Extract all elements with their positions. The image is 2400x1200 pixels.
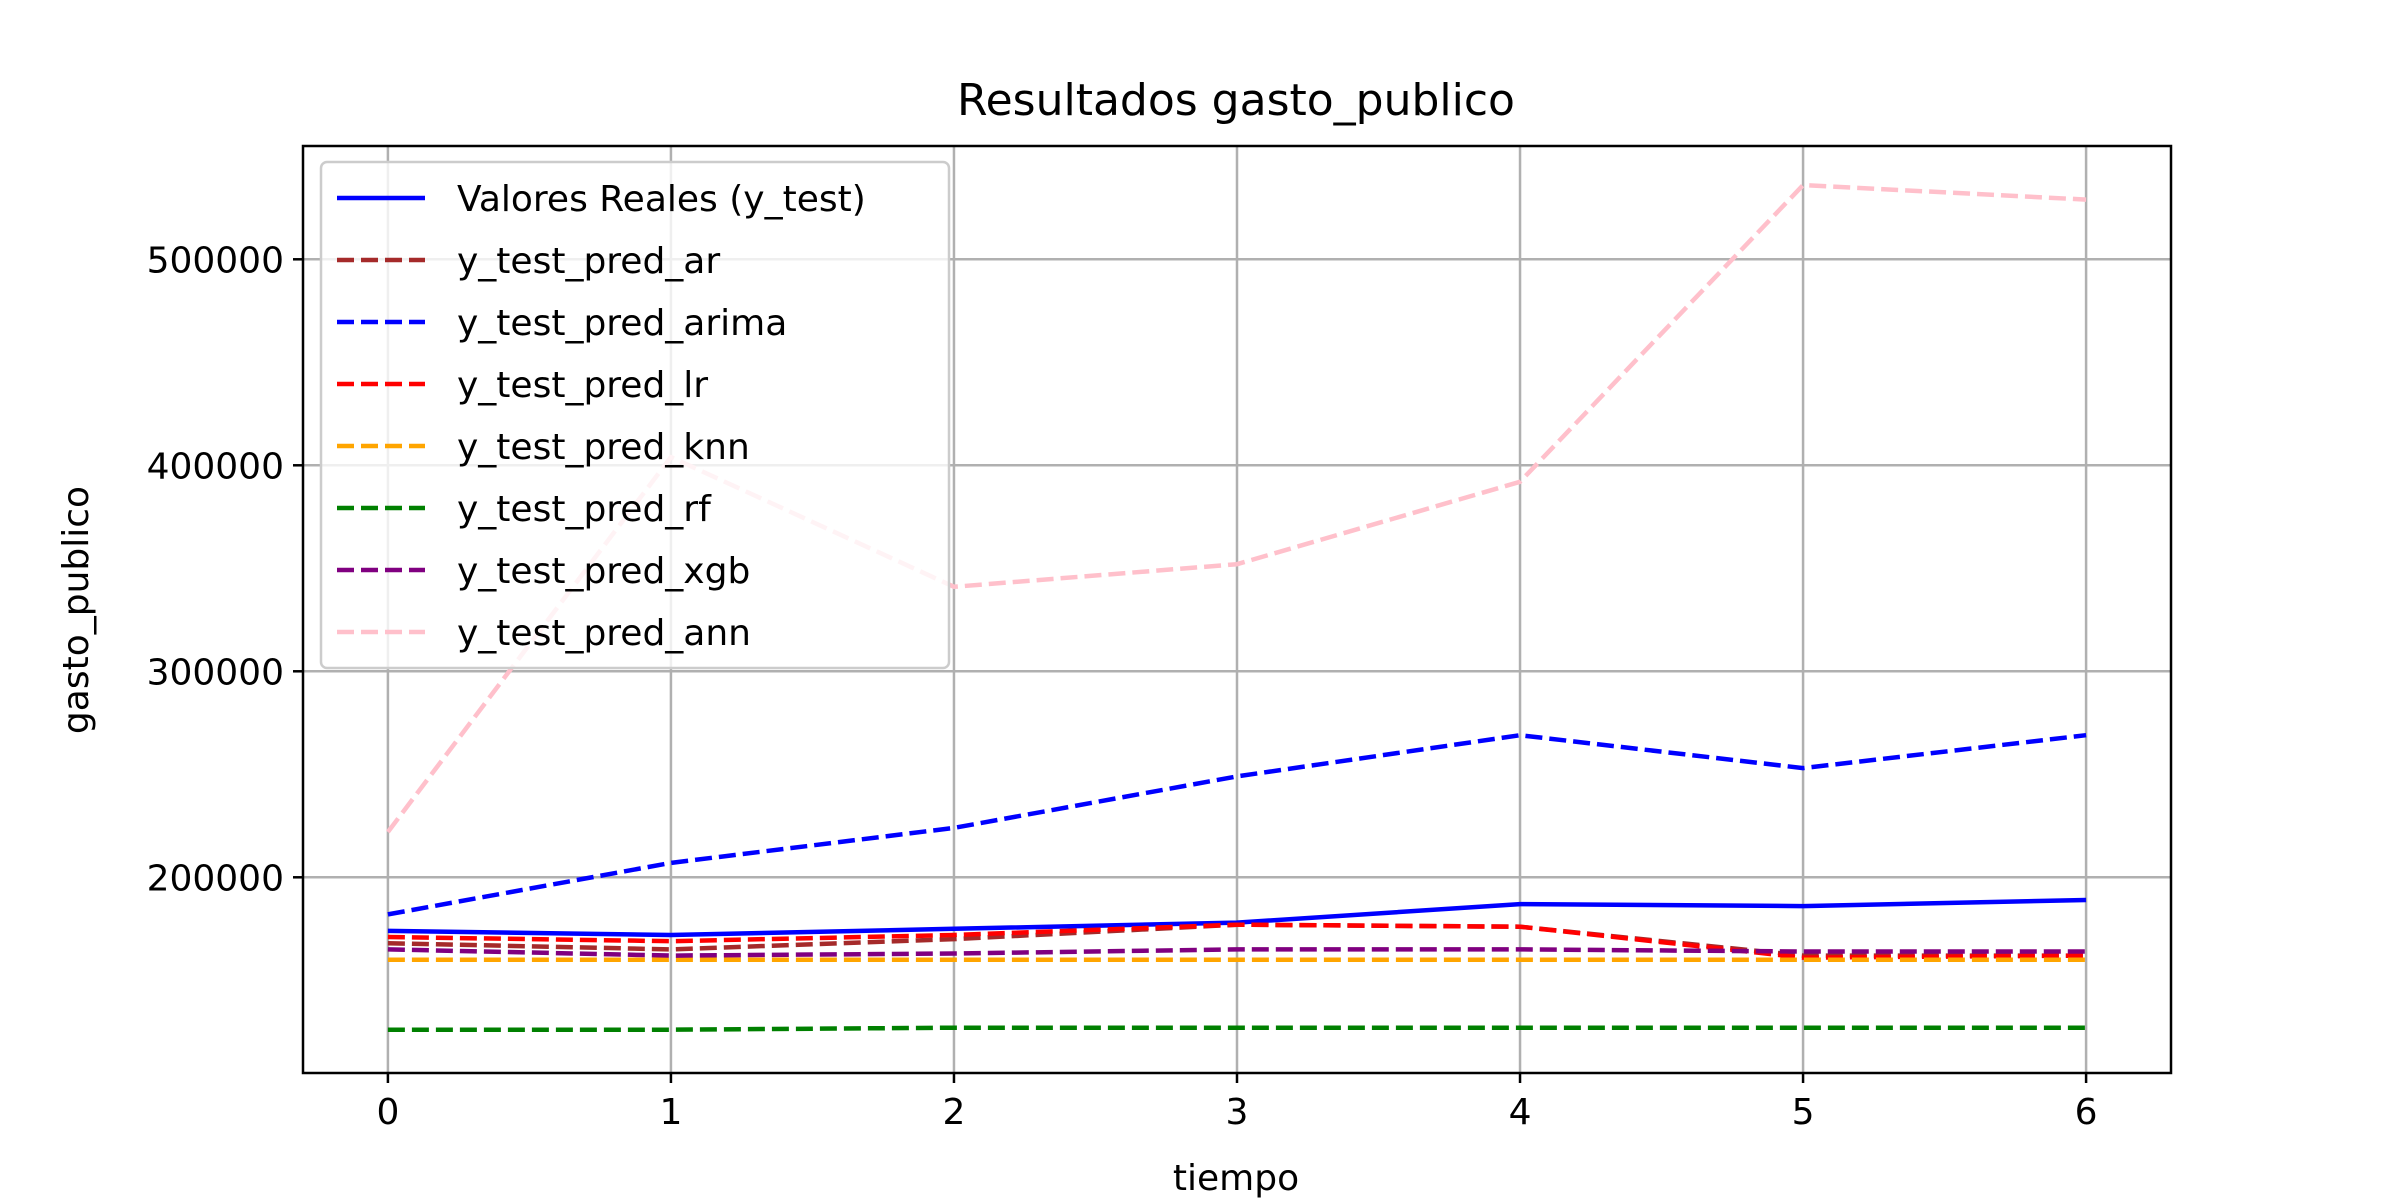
legend-label: y_test_pred_rf	[457, 489, 712, 530]
x-axis: 0 1 2 3 4 5 6	[376, 1073, 2098, 1133]
legend-label: y_test_pred_lr	[457, 365, 708, 406]
legend-label: y_test_pred_ar	[457, 241, 720, 282]
y-axis-label: gasto_publico	[56, 486, 97, 734]
x-tick-label: 2	[943, 1092, 966, 1133]
y-tick-label: 400000	[147, 446, 284, 487]
series-line-y-test-pred-arima	[387, 732, 2087, 917]
x-axis-label: tiempo	[1173, 1158, 1299, 1199]
series-line-y-test-pred-lr	[387, 922, 2087, 960]
y-tick-label: 300000	[147, 652, 284, 693]
legend-label: y_test_pred_arima	[457, 303, 787, 344]
x-tick-label: 4	[1509, 1092, 1532, 1133]
y-tick-label: 500000	[147, 240, 284, 281]
x-tick-label: 0	[376, 1092, 399, 1133]
y-tick-label: 200000	[147, 858, 284, 899]
legend-label: y_test_pred_xgb	[457, 551, 750, 592]
x-tick-label: 6	[2075, 1092, 2098, 1133]
chart-title: Resultados gasto_publico	[957, 75, 1515, 126]
x-tick-label: 3	[1226, 1092, 1249, 1133]
y-axis: 200000 300000 400000 500000	[147, 240, 303, 899]
legend-box	[319, 160, 951, 670]
legend-label: y_test_pred_knn	[457, 427, 750, 468]
series-line-y-test-pred-xgb	[387, 947, 2087, 958]
legend-label: y_test_pred_ann	[457, 613, 751, 654]
series-line-y-test-pred-rf	[387, 1025, 2087, 1032]
legend: Valores Reales (y_test) y_test_pred_ar y_t…	[319, 160, 951, 670]
x-tick-label: 5	[1792, 1092, 1815, 1133]
x-tick-label: 1	[659, 1092, 682, 1133]
legend-label: Valores Reales (y_test)	[457, 179, 866, 220]
